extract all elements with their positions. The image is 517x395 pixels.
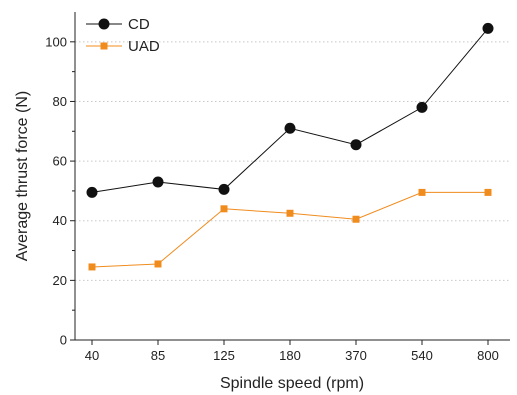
data-point-cd bbox=[350, 139, 362, 151]
legend-item-cd: CD bbox=[86, 16, 150, 33]
series-line-uad bbox=[91, 191, 488, 268]
x-tick-label: 40 bbox=[85, 348, 99, 363]
legend-label-cd: CD bbox=[128, 16, 150, 33]
data-point-uad bbox=[220, 205, 228, 213]
x-axis-ticks: 40 85 125 180 370 540 800 bbox=[85, 340, 499, 363]
legend: CD UAD bbox=[86, 16, 160, 55]
x-tick-label: 125 bbox=[213, 348, 235, 363]
legend-item-uad: UAD bbox=[86, 38, 160, 55]
data-point-cd bbox=[416, 101, 428, 113]
series-uad bbox=[88, 188, 492, 271]
data-point-uad bbox=[154, 260, 162, 268]
data-point-uad bbox=[88, 263, 96, 271]
data-point-uad bbox=[484, 188, 492, 196]
legend-marker-cd bbox=[98, 18, 110, 30]
y-tick-label: 60 bbox=[53, 154, 67, 169]
x-tick-label: 800 bbox=[477, 348, 499, 363]
axes bbox=[74, 12, 510, 341]
y-tick-label: 100 bbox=[45, 34, 67, 49]
data-point-cd bbox=[86, 186, 98, 198]
x-tick-label: 540 bbox=[411, 348, 433, 363]
y-axis-ticks: 0 20 40 60 80 100 bbox=[45, 34, 75, 348]
x-tick-label: 370 bbox=[345, 348, 367, 363]
x-tick-label: 85 bbox=[151, 348, 165, 363]
series-cd bbox=[86, 22, 494, 198]
y-axis-title: Average thrust force (N) bbox=[14, 91, 31, 261]
x-axis-title: Spindle speed (rpm) bbox=[220, 375, 364, 392]
legend-marker-uad bbox=[100, 42, 108, 50]
y-tick-label: 40 bbox=[53, 213, 67, 228]
legend-label-uad: UAD bbox=[128, 38, 160, 55]
data-point-cd bbox=[482, 22, 494, 34]
x-tick-label: 180 bbox=[279, 348, 301, 363]
data-point-uad bbox=[352, 215, 360, 223]
y-tick-label: 80 bbox=[53, 94, 67, 109]
series-layer bbox=[86, 22, 494, 271]
data-point-cd bbox=[218, 183, 230, 195]
data-point-uad bbox=[286, 209, 294, 217]
y-tick-label: 0 bbox=[60, 333, 67, 348]
data-point-cd bbox=[284, 122, 296, 134]
y-tick-label: 20 bbox=[53, 273, 67, 288]
data-point-uad bbox=[418, 188, 426, 196]
data-point-cd bbox=[152, 176, 164, 188]
grid-lines bbox=[75, 41, 510, 281]
